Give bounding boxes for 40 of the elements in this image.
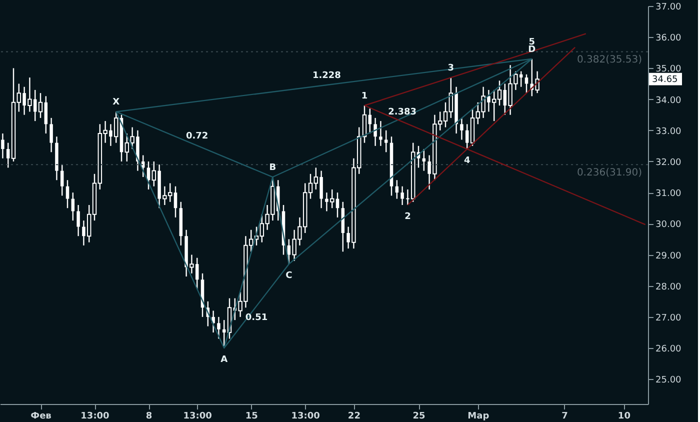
y-tick-label: 32.00: [656, 158, 682, 168]
y-tick-label: 26.00: [656, 344, 682, 355]
x-tick-label: 7: [562, 412, 568, 422]
x-tick-label: 10: [618, 412, 630, 422]
annotation: 1: [361, 92, 368, 102]
y-tick-label: 34.00: [656, 96, 682, 106]
annotation: 34.65: [652, 75, 678, 86]
annotation: 1.228: [312, 70, 341, 81]
y-tick-label: 29.00: [656, 251, 682, 262]
annotation: 2: [404, 212, 411, 222]
y-tick-label: 30.00: [656, 220, 682, 230]
x-tick-label: 13:00: [183, 412, 212, 422]
x-tick-label: 25: [412, 412, 426, 422]
x-tick-label: 22: [348, 412, 360, 422]
ref-line-label: 0.236(31.90): [576, 168, 642, 179]
y-tick-label: 36.00: [656, 34, 682, 44]
y-tick-label: 35.00: [656, 64, 682, 75]
x-tick-label: 8: [146, 412, 152, 422]
y-tick-label: 25.00: [656, 376, 682, 386]
y-tick-label: 27.00: [656, 313, 682, 324]
annotation: 0.72: [186, 132, 208, 142]
annotation: C: [286, 271, 293, 282]
annotation: B: [269, 163, 276, 174]
annotation: X: [112, 98, 120, 108]
x-tick-label: 15: [245, 412, 258, 422]
annotation: A: [220, 355, 228, 366]
annotation: D: [528, 44, 536, 55]
y-tick-label: 31.00: [656, 189, 682, 200]
annotation: 2.383: [388, 108, 417, 118]
ref-line-label: 0.382(35.53): [576, 54, 642, 66]
x-tick-label: Мар: [468, 412, 490, 422]
y-tick-label: 28.00: [656, 282, 682, 292]
y-tick-label: 33.00: [656, 126, 682, 137]
annotation: 4: [464, 156, 470, 166]
y-tick-label: 37.00: [656, 2, 682, 12]
x-tick-label: 13:00: [291, 412, 320, 422]
x-tick-label: Фев: [30, 412, 52, 422]
annotation: 3: [448, 64, 454, 74]
annotation: 0.51: [245, 313, 268, 324]
x-tick-label: 13:00: [80, 412, 110, 422]
